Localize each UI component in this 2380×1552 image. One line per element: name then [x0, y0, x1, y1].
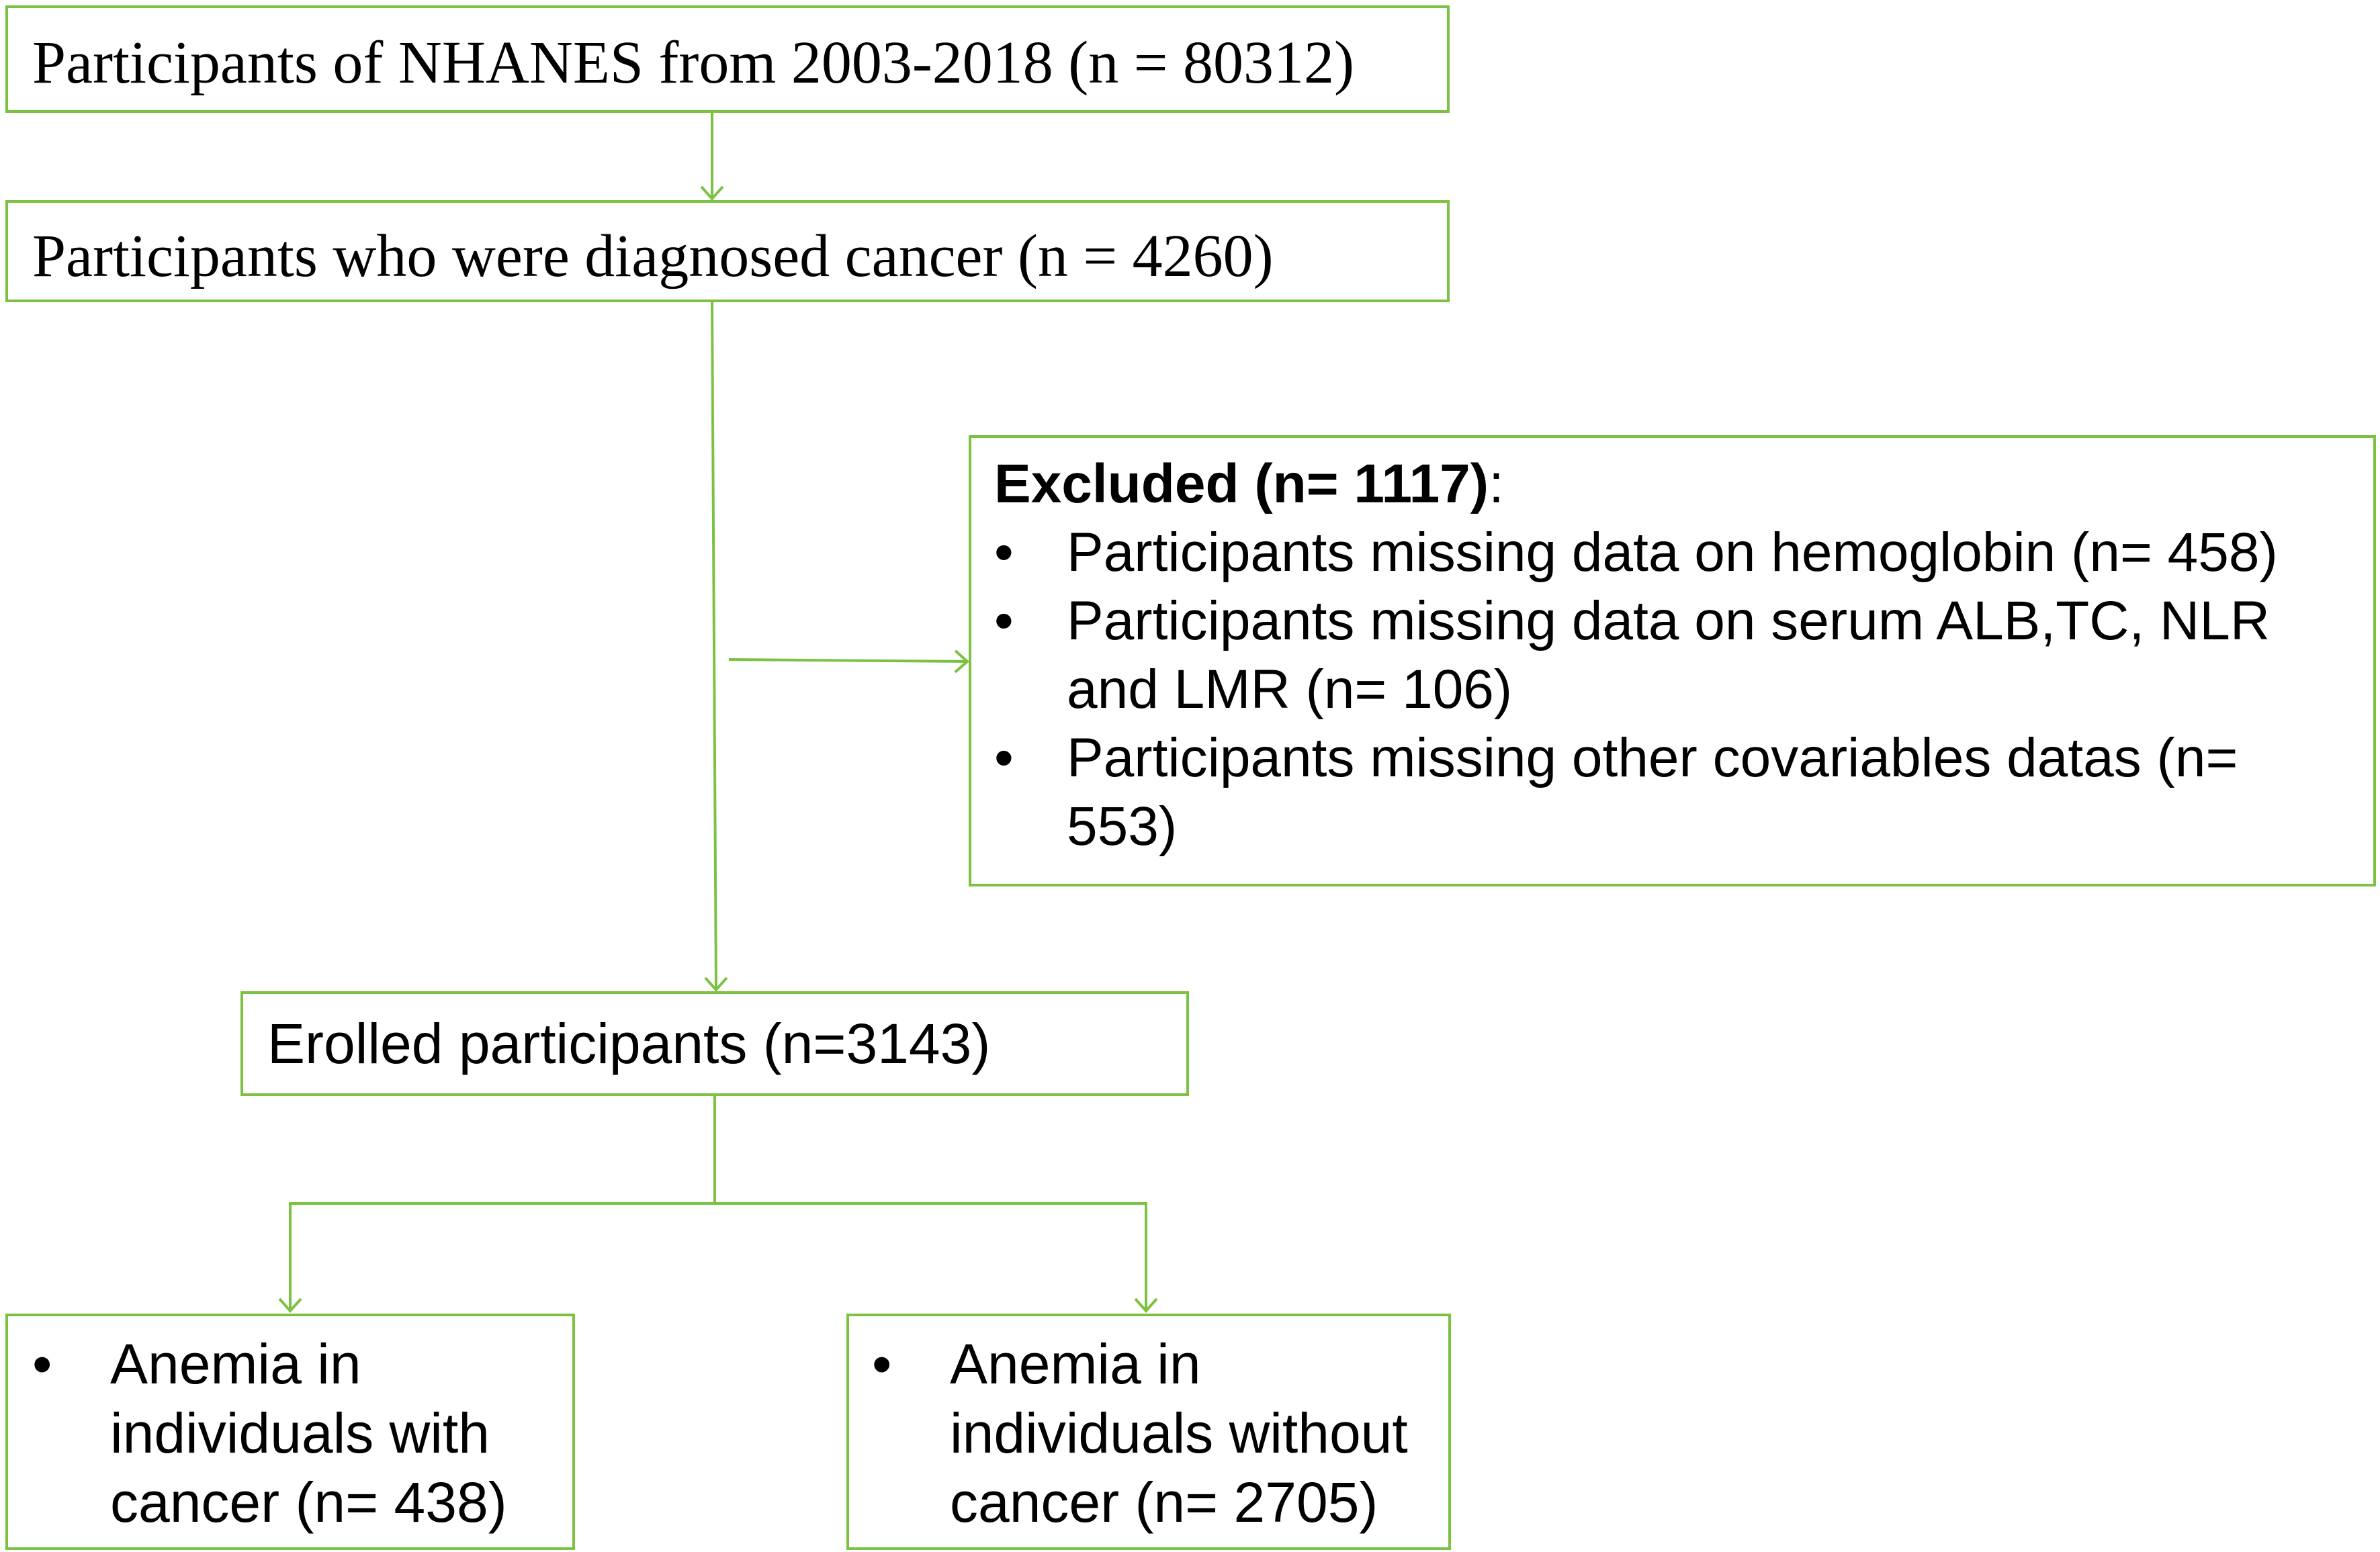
without-cancer-list: • Anemia in individuals without cancer (… [872, 1330, 1408, 1537]
excluded-title: Excluded (n= 1117): [994, 453, 1504, 516]
box-nhanes: Participants of NHANES from 2003-2018 (n… [5, 5, 1450, 113]
excluded-item-hemoglobin: • Participants missing data on hemoglobi… [994, 518, 2278, 587]
excluded-item-covariables: • Participants missing other covariables… [994, 724, 2278, 861]
with-cancer-line: cancer (n= 438) [110, 1471, 507, 1534]
bullet-dot: • [994, 522, 1014, 583]
box-enrolled: Erolled participants (n=3143) [240, 991, 1189, 1096]
cancer-text: Participants who were diagnosed cancer (… [32, 223, 1274, 289]
excluded-title-colon: : [1489, 453, 1504, 514]
excluded-item-line: and LMR (n= 106) [1067, 659, 1513, 720]
box-anemia-without-cancer: • Anemia in individuals without cancer (… [846, 1314, 1451, 1550]
excluded-item-line: Participants missing other covariables d… [1067, 727, 2238, 788]
enrolled-text: Erolled participants (n=3143) [267, 1012, 991, 1075]
without-cancer-line: cancer (n= 2705) [950, 1471, 1378, 1534]
excluded-item-line: Participants missing data on serum ALB,T… [1067, 590, 2271, 651]
with-cancer-line: Anemia in [110, 1332, 361, 1396]
arrow-cancer-to-enrolled [704, 302, 728, 993]
nhanes-text: Participants of NHANES from 2003-2018 (n… [32, 30, 1355, 96]
bullet-dot: • [872, 1332, 892, 1396]
excluded-item-line: Participants missing data on hemoglobin … [1067, 522, 2278, 583]
bullet-dot: • [994, 590, 1014, 651]
without-cancer-item: • Anemia in individuals without cancer (… [872, 1330, 1408, 1537]
without-cancer-line: individuals without [950, 1402, 1408, 1465]
excluded-list: • Participants missing data on hemoglobi… [994, 518, 2278, 861]
without-cancer-line: Anemia in [950, 1332, 1201, 1396]
box-cancer: Participants who were diagnosed cancer (… [5, 200, 1450, 302]
box-anemia-with-cancer: • Anemia in individuals with cancer (n= … [5, 1314, 575, 1550]
with-cancer-line: individuals with [110, 1402, 490, 1465]
with-cancer-item: • Anemia in individuals with cancer (n= … [32, 1330, 507, 1537]
excluded-item-line: 553) [1067, 796, 1178, 857]
excluded-title-label: Excluded (n= 1117) [994, 453, 1489, 514]
box-excluded: Excluded (n= 1117): • Participants missi… [969, 435, 2376, 886]
arrow-to-excluded [728, 649, 970, 674]
excluded-item-serum: • Participants missing data on serum ALB… [994, 587, 2278, 724]
bullet-dot: • [32, 1332, 52, 1396]
with-cancer-list: • Anemia in individuals with cancer (n= … [32, 1330, 507, 1537]
bullet-dot: • [994, 727, 1014, 788]
